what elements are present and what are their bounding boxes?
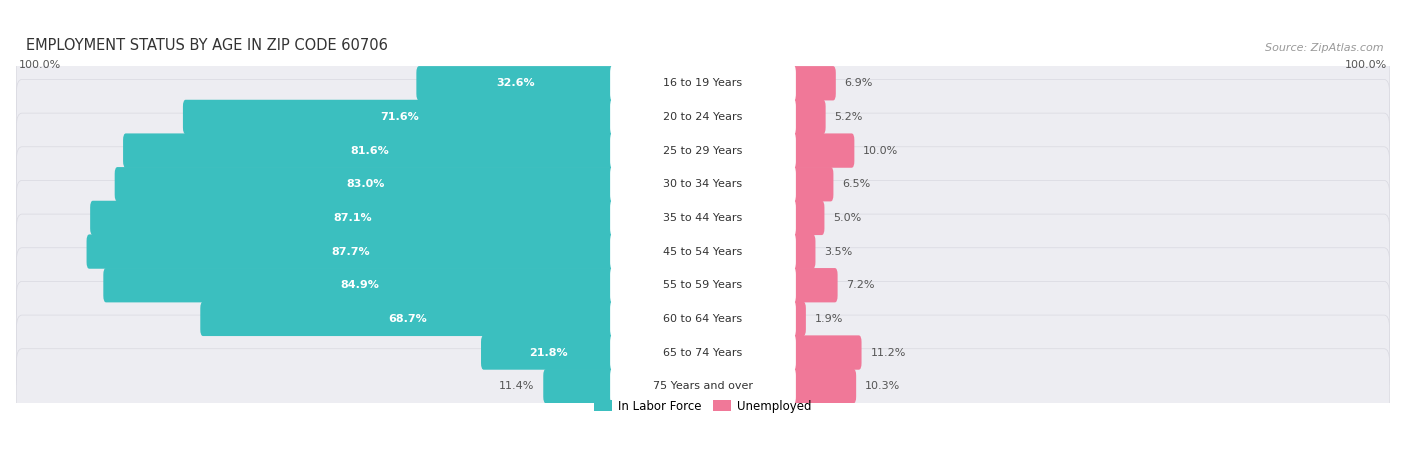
FancyBboxPatch shape [610, 334, 796, 371]
Text: 60 to 64 Years: 60 to 64 Years [664, 314, 742, 324]
Text: 65 to 74 Years: 65 to 74 Years [664, 348, 742, 358]
FancyBboxPatch shape [124, 133, 616, 168]
FancyBboxPatch shape [610, 64, 796, 102]
Text: 71.6%: 71.6% [380, 112, 419, 122]
Text: 20 to 24 Years: 20 to 24 Years [664, 112, 742, 122]
Text: 45 to 54 Years: 45 to 54 Years [664, 247, 742, 257]
FancyBboxPatch shape [17, 79, 1389, 154]
Text: 21.8%: 21.8% [529, 348, 568, 358]
FancyBboxPatch shape [610, 98, 796, 136]
FancyBboxPatch shape [610, 267, 796, 304]
FancyBboxPatch shape [90, 201, 616, 235]
FancyBboxPatch shape [17, 147, 1389, 222]
FancyBboxPatch shape [200, 302, 616, 336]
Text: 100.0%: 100.0% [1344, 60, 1386, 70]
FancyBboxPatch shape [87, 235, 616, 269]
FancyBboxPatch shape [610, 166, 796, 203]
Text: 75 Years and over: 75 Years and over [652, 381, 754, 391]
FancyBboxPatch shape [790, 302, 806, 336]
FancyBboxPatch shape [17, 248, 1389, 322]
FancyBboxPatch shape [790, 167, 834, 202]
FancyBboxPatch shape [790, 369, 856, 403]
FancyBboxPatch shape [115, 167, 616, 202]
FancyBboxPatch shape [17, 281, 1389, 356]
Text: 100.0%: 100.0% [20, 60, 62, 70]
Text: 84.9%: 84.9% [340, 280, 378, 290]
FancyBboxPatch shape [17, 315, 1389, 390]
Text: 5.2%: 5.2% [835, 112, 863, 122]
FancyBboxPatch shape [103, 268, 616, 302]
FancyBboxPatch shape [790, 336, 862, 370]
Text: 32.6%: 32.6% [496, 78, 536, 88]
FancyBboxPatch shape [790, 235, 815, 269]
Text: 6.5%: 6.5% [842, 179, 870, 189]
Text: 1.9%: 1.9% [815, 314, 844, 324]
FancyBboxPatch shape [481, 336, 616, 370]
FancyBboxPatch shape [610, 300, 796, 338]
Text: 6.9%: 6.9% [845, 78, 873, 88]
FancyBboxPatch shape [543, 369, 616, 403]
FancyBboxPatch shape [610, 233, 796, 271]
Text: 7.2%: 7.2% [846, 280, 875, 290]
Text: 35 to 44 Years: 35 to 44 Years [664, 213, 742, 223]
FancyBboxPatch shape [17, 349, 1389, 423]
Text: EMPLOYMENT STATUS BY AGE IN ZIP CODE 60706: EMPLOYMENT STATUS BY AGE IN ZIP CODE 607… [25, 38, 388, 53]
Text: 16 to 19 Years: 16 to 19 Years [664, 78, 742, 88]
FancyBboxPatch shape [17, 113, 1389, 188]
FancyBboxPatch shape [790, 268, 838, 302]
FancyBboxPatch shape [183, 100, 616, 134]
Text: 5.0%: 5.0% [834, 213, 862, 223]
Text: 83.0%: 83.0% [346, 179, 384, 189]
FancyBboxPatch shape [790, 201, 824, 235]
Text: 81.6%: 81.6% [350, 146, 388, 156]
Text: 11.4%: 11.4% [499, 381, 534, 391]
Text: Source: ZipAtlas.com: Source: ZipAtlas.com [1265, 43, 1384, 53]
FancyBboxPatch shape [17, 180, 1389, 255]
FancyBboxPatch shape [790, 100, 825, 134]
FancyBboxPatch shape [790, 133, 855, 168]
Text: 55 to 59 Years: 55 to 59 Years [664, 280, 742, 290]
FancyBboxPatch shape [610, 199, 796, 237]
Text: 68.7%: 68.7% [388, 314, 427, 324]
FancyBboxPatch shape [416, 66, 616, 101]
Text: 10.0%: 10.0% [863, 146, 898, 156]
Text: 3.5%: 3.5% [824, 247, 852, 257]
FancyBboxPatch shape [610, 132, 796, 170]
Legend: In Labor Force, Unemployed: In Labor Force, Unemployed [589, 395, 817, 417]
Text: 87.7%: 87.7% [332, 247, 370, 257]
Text: 30 to 34 Years: 30 to 34 Years [664, 179, 742, 189]
Text: 25 to 29 Years: 25 to 29 Years [664, 146, 742, 156]
Text: 11.2%: 11.2% [870, 348, 905, 358]
FancyBboxPatch shape [17, 46, 1389, 121]
Text: 10.3%: 10.3% [865, 381, 900, 391]
FancyBboxPatch shape [610, 368, 796, 405]
Text: 87.1%: 87.1% [333, 213, 373, 223]
FancyBboxPatch shape [17, 214, 1389, 289]
FancyBboxPatch shape [790, 66, 835, 101]
